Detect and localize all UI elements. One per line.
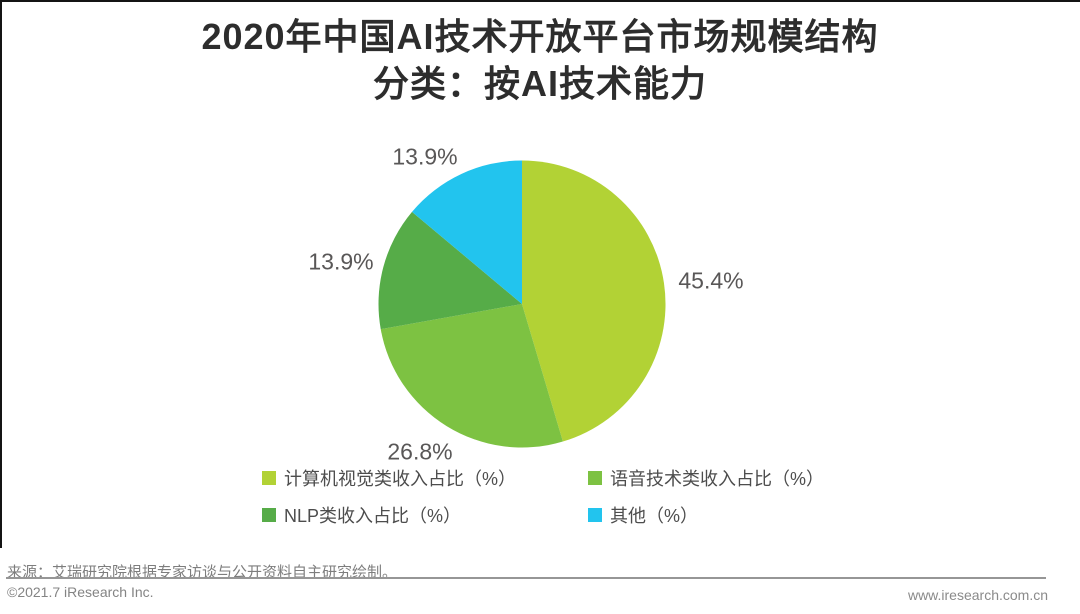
legend-item-3: 其他（%） (588, 503, 824, 527)
legend-item-1: 语音技术类收入占比（%） (588, 466, 824, 490)
pie-slice-1 (380, 304, 563, 448)
left-edge-line (0, 0, 2, 548)
website-url: www.iresearch.com.cn (907, 587, 1048, 603)
top-edge-line (0, 0, 1080, 2)
pie-slice-3 (412, 160, 522, 304)
chart-title-line-2: 分类：按AI技术能力 (372, 63, 707, 104)
legend-swatch-icon (588, 508, 602, 522)
legend-swatch-icon (262, 471, 276, 485)
legend-label: 语音技术类收入占比（%） (610, 469, 825, 489)
legend-item-2: NLP类收入占比（%） (262, 503, 588, 527)
pie-chart-svg (378, 160, 666, 448)
legend-label: NLP类收入占比（%） (284, 506, 462, 526)
chart-title: 2020年中国AI技术开放平台市场规模结构 分类：按AI技术能力 (0, 13, 1080, 107)
chart-legend: 计算机视觉类收入占比（%） 语音技术类收入占比（%） NLP类收入占比（%） 其他（%… (262, 466, 824, 527)
pie-chart (378, 160, 666, 448)
legend-swatch-icon (588, 471, 602, 485)
pie-data-label-2: 13.9% (308, 248, 374, 275)
legend-label: 其他（%） (610, 506, 699, 526)
chart-title-line-1: 2020年中国AI技术开放平台市场规模结构 (201, 16, 879, 57)
pie-slice-2 (378, 211, 522, 330)
copyright-text: ©2021.7 iResearch Inc. (7, 584, 154, 600)
pie-data-label-0: 45.4% (678, 267, 744, 294)
legend-item-0: 计算机视觉类收入占比（%） (262, 466, 588, 490)
footer-divider-line (6, 577, 1046, 579)
pie-data-label-3: 13.9% (392, 143, 458, 170)
legend-swatch-icon (262, 508, 276, 522)
source-note: 来源：艾瑞研究院根据专家访谈与公开资料自主研究绘制。 (7, 564, 398, 581)
legend-label: 计算机视觉类收入占比（%） (284, 469, 517, 489)
pie-data-label-1: 26.8% (387, 438, 453, 465)
pie-slice-0 (522, 160, 666, 442)
